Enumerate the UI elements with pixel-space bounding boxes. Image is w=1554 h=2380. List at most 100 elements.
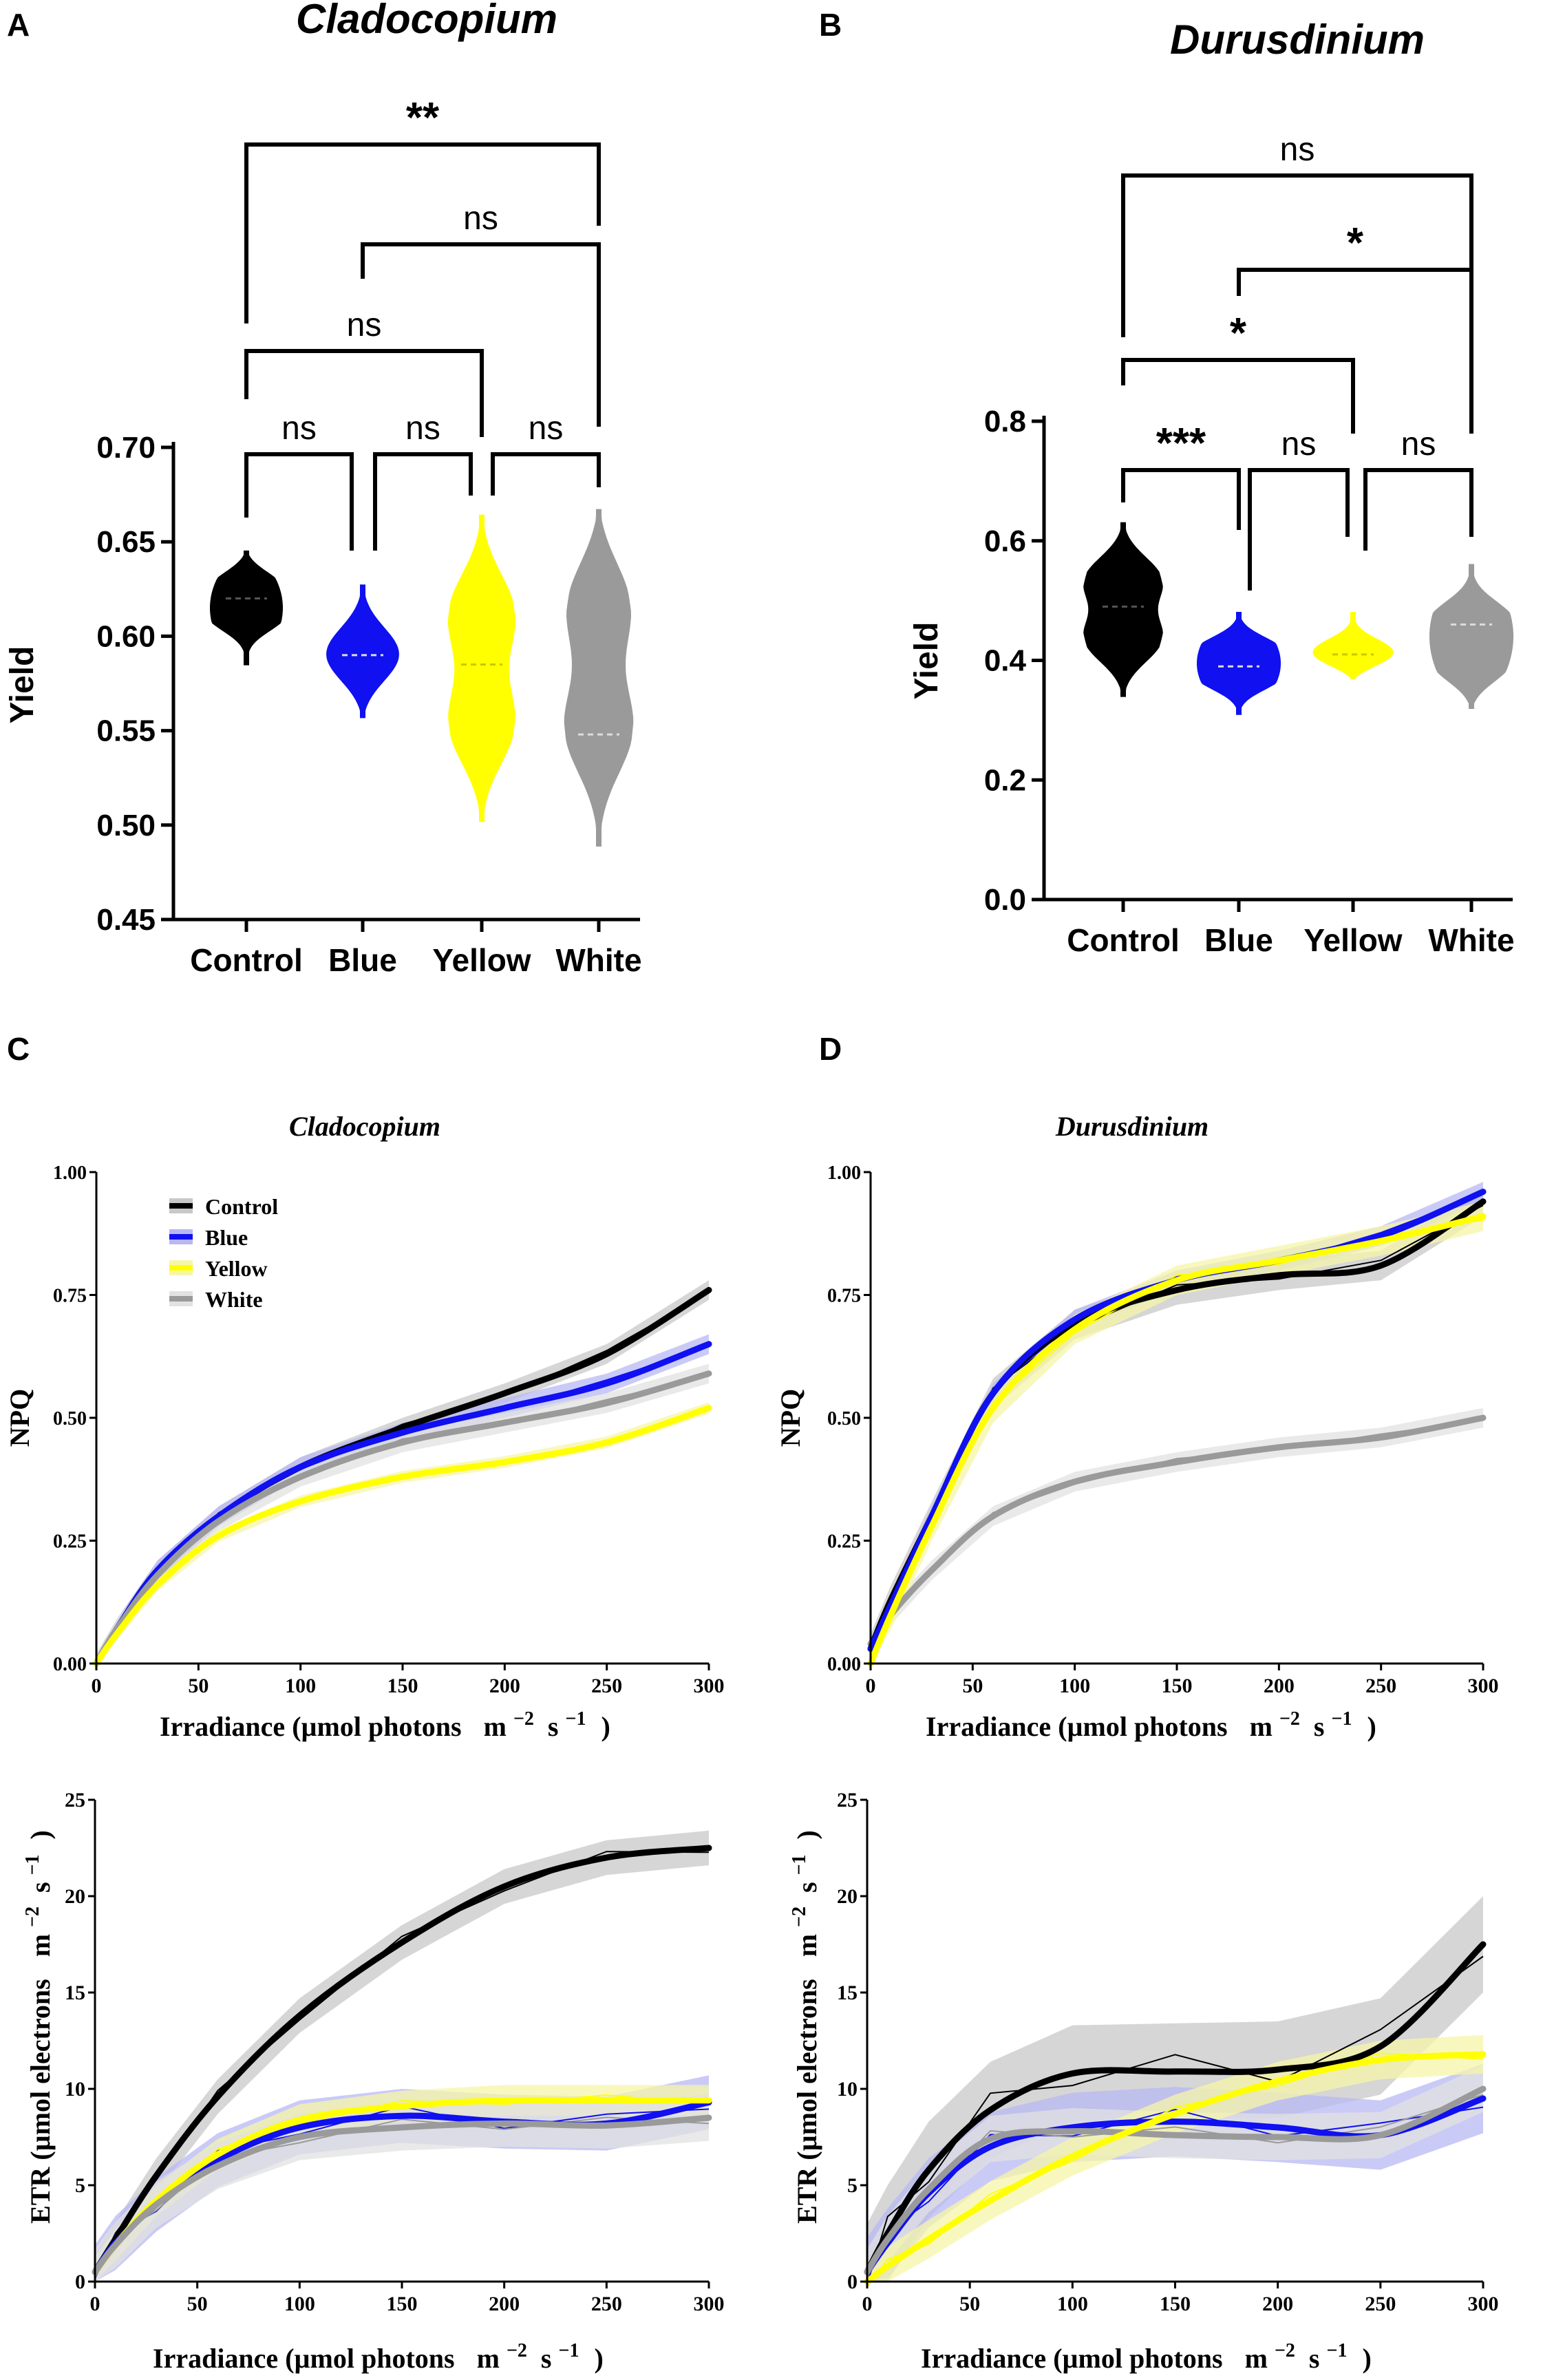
x-tick-label-250: 250 (1365, 2293, 1396, 2315)
y-tick-label-1-00: 1.00 (53, 1162, 87, 1184)
y-label-close: ) (791, 1830, 822, 1839)
panel-c-etr-y-axis-label: ETR (µmol electrons m −2 s −1 ) (14, 1830, 56, 2224)
panel-a-y-axis-label: Yield (4, 646, 41, 724)
fit-line-yellow (93, 1405, 712, 1667)
x-tick-label-blue: Blue (1204, 922, 1273, 958)
y-tick-label-0-50: 0.50 (53, 1408, 87, 1430)
panel-a-title: Cladocopium (296, 0, 557, 42)
y-label-exp1: −2 (22, 1906, 43, 1927)
x-tick-label-control: Control (1067, 922, 1180, 958)
y-label-unit-m: m (25, 1934, 56, 1957)
confidence-band-blue (96, 1334, 709, 1664)
x-label-unit-s: s (1309, 2343, 1320, 2374)
y-tick-label-5: 5 (75, 2174, 85, 2197)
x-label-unit-m: m (477, 2343, 500, 2374)
panel-d-etr-chart: ETR (µmol electrons m −2 s −1 ) Irradian… (789, 1789, 1499, 2374)
fit-line-yellow (864, 2051, 1487, 2285)
panel-letter-d: D (819, 1031, 842, 1067)
significance-bracket (244, 452, 354, 551)
x-tick-label-200: 200 (1264, 1675, 1295, 1697)
x-tick-label-50: 50 (959, 2293, 980, 2315)
panel-c-npq-y-axis-label: NPQ (4, 1389, 35, 1447)
y-label-unit-s: s (25, 1882, 56, 1893)
x-tick-label-300: 300 (694, 1675, 725, 1697)
y-label-unit-m: m (791, 1934, 822, 1957)
significance-bracket (491, 452, 601, 496)
x-tick-label-300: 300 (694, 2293, 725, 2315)
y-tick-label-0-00: 0.00 (827, 1654, 861, 1675)
fit-line-yellow (867, 1213, 1487, 1667)
x-label-main: Irradiance (µmol photons (921, 2343, 1223, 2374)
x-tick-label-0: 0 (90, 2293, 100, 2315)
x-label-close: ) (1367, 1711, 1376, 1742)
y-tick-label-20: 20 (65, 1885, 85, 1908)
y-tick-label-0-6: 0.6 (984, 524, 1026, 558)
x-tick-label-250: 250 (591, 1675, 622, 1697)
legend-label-blue: Blue (205, 1225, 248, 1250)
x-label-main: Irradiance (µmol photons (160, 1711, 462, 1742)
violin-blue (326, 584, 399, 719)
y-tick-label-0-75: 0.75 (53, 1286, 87, 1307)
panel-c-legend: Control Blue Yellow White (169, 1194, 278, 1312)
x-label-unit-m: m (1245, 2343, 1268, 2374)
x-label-close: ) (601, 1711, 610, 1742)
y-tick-label-0-0: 0.0 (984, 883, 1026, 917)
confidence-band-yellow (871, 1201, 1483, 1664)
fit-line-white (92, 2114, 712, 2275)
y-tick-label-10: 10 (65, 2078, 85, 2101)
significance-label-blue-white: ns (463, 200, 498, 237)
x-tick-label-yellow: Yellow (432, 942, 531, 978)
panel-b-title: Durusdinium (1170, 17, 1425, 63)
violin-yellow (447, 514, 516, 822)
x-label-close: ) (1362, 2343, 1371, 2374)
x-label-close: ) (594, 2343, 603, 2374)
x-tick-label-0: 0 (862, 2293, 873, 2315)
x-label-unit-s: s (541, 2343, 552, 2374)
y-tick-label-0-00: 0.00 (53, 1654, 87, 1675)
x-label-exp2: −1 (559, 2340, 579, 2361)
x-label-exp2: −1 (1327, 2340, 1348, 2361)
significance-label-control-yellow: * (1230, 310, 1247, 357)
violin-control (210, 550, 283, 666)
y-label-close: ) (25, 1830, 56, 1839)
x-label-exp1: −2 (1279, 1708, 1300, 1730)
x-label-exp1: −2 (1275, 2340, 1295, 2361)
significance-label-yellow-white: ns (1401, 426, 1436, 463)
significance-label-control-white: ns (1280, 131, 1315, 168)
significance-bracket (244, 142, 601, 323)
y-tick-label-0-50: 0.50 (827, 1408, 861, 1430)
x-tick-label-300: 300 (1468, 2293, 1499, 2315)
x-tick-label-250: 250 (591, 2293, 622, 2315)
violin-control (1083, 522, 1163, 697)
y-tick-label-15: 15 (837, 1981, 858, 2004)
confidence-band-white (96, 1363, 709, 1664)
y-tick-label-0-55: 0.55 (96, 714, 156, 748)
y-tick-label-5: 5 (847, 2174, 858, 2197)
y-tick-label-1-00: 1.00 (827, 1162, 861, 1184)
x-tick-label-100: 100 (1059, 1675, 1090, 1697)
raw-line-control (94, 1851, 710, 2277)
x-tick-label-blue: Blue (328, 942, 397, 978)
y-label-exp2: −1 (789, 1854, 810, 1875)
y-tick-label-25: 25 (837, 1789, 858, 1811)
x-tick-label-200: 200 (489, 2293, 520, 2315)
y-tick-label-0-60: 0.60 (96, 619, 156, 653)
y-tick-label-0-65: 0.65 (96, 525, 156, 559)
x-tick-label-0: 0 (92, 1675, 102, 1697)
confidence-band-control (95, 1830, 709, 2282)
x-label-exp1: −2 (513, 1708, 534, 1730)
panel-d-npq-chart: Durusdinium NPQ Irradiance (µmol photons… (775, 1111, 1499, 1742)
x-tick-label-100: 100 (285, 1675, 316, 1697)
significance-bracket (361, 242, 601, 427)
panel-b-violin-chart: Durusdinium Yield 0.8 0.6 0.4 0.2 0.0 Control… (908, 17, 1515, 958)
significance-label-blue-yellow: ns (1281, 426, 1317, 463)
x-tick-label-white: White (555, 942, 641, 978)
significance-bracket (244, 349, 484, 437)
panel-d-etr-x-axis-label: Irradiance (µmol photons m −2 s −1 ) (921, 2332, 1372, 2374)
significance-label-control-blue: ns (281, 410, 317, 447)
significance-bracket (1363, 468, 1473, 551)
panel-letter-c: C (7, 1031, 30, 1067)
x-tick-label-0: 0 (866, 1675, 876, 1697)
y-label-exp2: −1 (22, 1854, 43, 1875)
